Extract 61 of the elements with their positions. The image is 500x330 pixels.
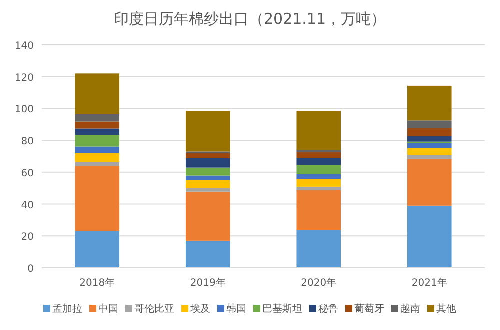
bar — [186, 188, 230, 192]
bar — [186, 168, 230, 176]
bar — [75, 74, 120, 114]
bar — [186, 192, 230, 241]
y-tick-label: 140 — [14, 41, 34, 52]
x-tick-label: 2018年 — [80, 277, 116, 289]
bar — [75, 166, 120, 232]
bar — [75, 114, 120, 122]
y-tick-label: 80 — [21, 136, 34, 148]
legend-label: 孟加拉 — [52, 303, 82, 315]
bar — [407, 155, 452, 160]
legend-label: 中国 — [98, 303, 118, 315]
x-tick-label: 2020年 — [301, 277, 337, 289]
bar — [296, 230, 342, 268]
bar — [75, 122, 120, 129]
bar — [407, 128, 452, 136]
y-tick-label: 40 — [21, 200, 34, 212]
bar — [75, 128, 120, 136]
legend-label: 秘鲁 — [318, 303, 338, 315]
x-tick-label: 2019年 — [190, 277, 226, 289]
chart-title: 印度日历年棉纱出口（2021.11，万吨） — [114, 10, 386, 28]
bar — [75, 135, 120, 147]
y-tick-label: 0 — [28, 264, 34, 275]
x-tick-label: 2021年 — [412, 277, 448, 289]
legend-label: 韩国 — [226, 303, 246, 315]
bar — [407, 143, 452, 148]
legend-label: 其他 — [436, 303, 456, 315]
bar — [407, 136, 452, 142]
bar — [407, 86, 452, 121]
bar — [407, 206, 452, 268]
bar — [407, 159, 452, 206]
bar — [75, 153, 120, 162]
bar — [186, 176, 230, 180]
bar — [186, 240, 230, 268]
bar — [75, 146, 120, 154]
legend-label: 哥伦比亚 — [134, 303, 174, 315]
bar — [186, 158, 230, 168]
bar — [407, 148, 452, 156]
legend-label: 葡萄牙 — [354, 303, 384, 315]
y-tick-label: 120 — [14, 72, 34, 84]
bar — [296, 179, 342, 187]
y-tick-label: 60 — [21, 168, 34, 180]
bar — [296, 150, 342, 153]
bar — [186, 111, 230, 152]
bar — [75, 231, 120, 268]
y-tick-label: 20 — [21, 232, 34, 244]
bar — [296, 190, 342, 230]
legend-label: 巴基斯坦 — [262, 303, 302, 315]
bar — [296, 165, 342, 174]
bar — [296, 111, 342, 150]
bar — [296, 158, 342, 166]
bar — [186, 153, 230, 158]
bar — [296, 152, 342, 158]
legend-label: 埃及 — [190, 303, 210, 315]
legend-label: 越南 — [400, 303, 420, 315]
y-tick-label: 100 — [14, 104, 34, 116]
bar — [186, 180, 230, 189]
bar — [296, 186, 342, 190]
bar — [407, 120, 452, 128]
bar — [75, 162, 120, 166]
bar — [296, 174, 342, 180]
